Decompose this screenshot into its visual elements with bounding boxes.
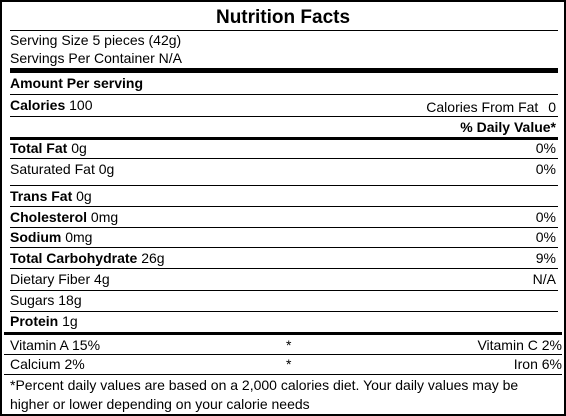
row-divider — [4, 354, 562, 355]
nutrient-label: Sugars — [10, 292, 55, 308]
vitamin-separator: * — [286, 337, 292, 353]
nutrient-label: Total Carbohydrate — [10, 250, 138, 266]
row-divider — [10, 158, 558, 159]
nutrient-row-trans-fat: Trans Fat 0g — [10, 187, 92, 205]
nutrient-row-sugars: Sugars 18g — [10, 291, 82, 309]
row-divider — [10, 268, 558, 269]
calories-label: Calories — [10, 97, 66, 113]
calories-value: 100 — [69, 97, 93, 113]
nutrient-row-sodium: Sodium 0mg — [10, 228, 92, 246]
row-divider — [10, 290, 558, 291]
nutrient-value: 1g — [62, 313, 78, 329]
row-divider — [10, 227, 558, 228]
nutrient-label: Total Fat — [10, 140, 68, 156]
row-divider — [10, 311, 558, 312]
nutrient-label: Cholesterol — [10, 209, 88, 225]
nutrient-row-cholesterol: Cholesterol 0mg — [10, 208, 118, 226]
nutrient-label: Dietary Fiber — [10, 271, 91, 287]
vitamin-right: Iron 6% — [513, 356, 562, 372]
nutrient-dv: 0% — [535, 140, 556, 156]
footnote: *Percent daily values are based on a 2,0… — [10, 377, 519, 412]
calories-from-fat: Calories From Fat 0 — [426, 98, 556, 116]
row-divider — [10, 94, 558, 95]
vitamin-separator: * — [286, 356, 292, 372]
row-divider — [10, 116, 558, 117]
nutrient-value: 18g — [58, 292, 82, 308]
medium-divider — [10, 137, 558, 140]
calories-row: Calories 100 — [10, 96, 93, 114]
row-divider — [10, 247, 558, 248]
nutrient-dv: 0% — [535, 229, 556, 245]
vitamin-left: Vitamin A 15% — [10, 337, 101, 353]
nutrient-value: 0mg — [90, 209, 119, 225]
nutrient-row-protein: Protein 1g — [10, 312, 78, 330]
nutrient-value: 4g — [94, 271, 110, 287]
serving-size: Serving Size 5 pieces (42g) — [10, 32, 182, 48]
nutrient-row-saturated-fat: Saturated Fat 0g — [10, 160, 114, 178]
servings-per-container: Servings Per Container N/A — [10, 50, 182, 66]
nutrient-value: 0g — [98, 161, 115, 177]
nutrient-value: 0g — [76, 188, 92, 204]
nutrient-label: Sodium — [10, 229, 62, 245]
nutrient-dv: 0% — [535, 209, 556, 225]
nutrient-value: 0mg — [65, 229, 93, 245]
nutrient-row-total-fat: Total Fat 0g — [10, 139, 87, 157]
row-divider — [10, 185, 558, 186]
amount-per-serving: Amount Per serving — [10, 75, 144, 91]
vitamin-left: Calcium 2% — [10, 356, 85, 372]
label-title: Nutrition Facts — [215, 7, 351, 28]
nutrient-label: Trans Fat — [10, 188, 73, 204]
nutrient-dv: 9% — [535, 250, 556, 266]
daily-value-header: % Daily Value* — [460, 119, 556, 135]
nutrient-dv: N/A — [532, 271, 556, 287]
nutrient-value: 26g — [141, 250, 165, 266]
calories-from-fat-label: Calories From Fat — [426, 99, 539, 115]
nutrient-value: 0g — [71, 140, 87, 156]
nutrient-label: Saturated Fat — [10, 161, 95, 177]
vitamin-right: Vitamin C 2% — [477, 337, 562, 353]
title-divider — [10, 30, 558, 31]
row-divider — [10, 206, 558, 207]
nutrient-row-dietary-fiber: Dietary Fiber 4g — [10, 270, 110, 288]
nutrient-row-total-carbohydrate: Total Carbohydrate 26g — [10, 249, 165, 267]
calories-from-fat-value: 0 — [548, 99, 556, 115]
nutrient-label: Protein — [10, 313, 59, 329]
row-divider — [4, 374, 562, 375]
nutrient-dv: 0% — [535, 161, 556, 177]
thick-divider — [10, 68, 558, 73]
thick-divider — [4, 332, 562, 335]
